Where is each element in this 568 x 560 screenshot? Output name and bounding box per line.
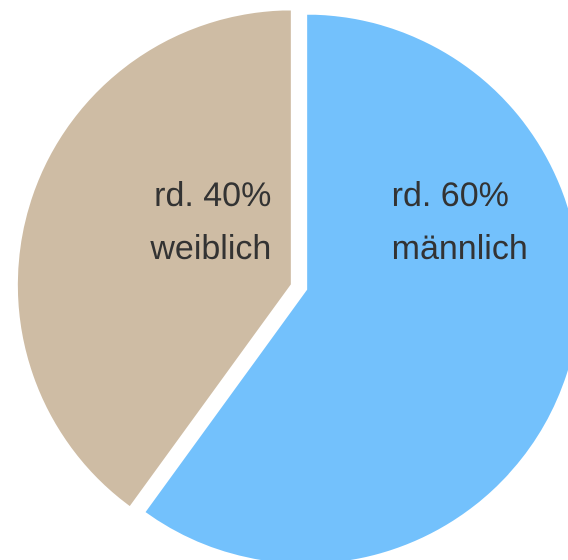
slice-category-label: männlich — [392, 229, 528, 267]
slice-value-label: rd. 60% — [392, 176, 509, 214]
pie-slice — [141, 11, 568, 560]
slice-value-label: rd. 40% — [154, 176, 271, 214]
pie-slice — [14, 7, 294, 511]
slice-category-label: weiblich — [149, 229, 271, 267]
